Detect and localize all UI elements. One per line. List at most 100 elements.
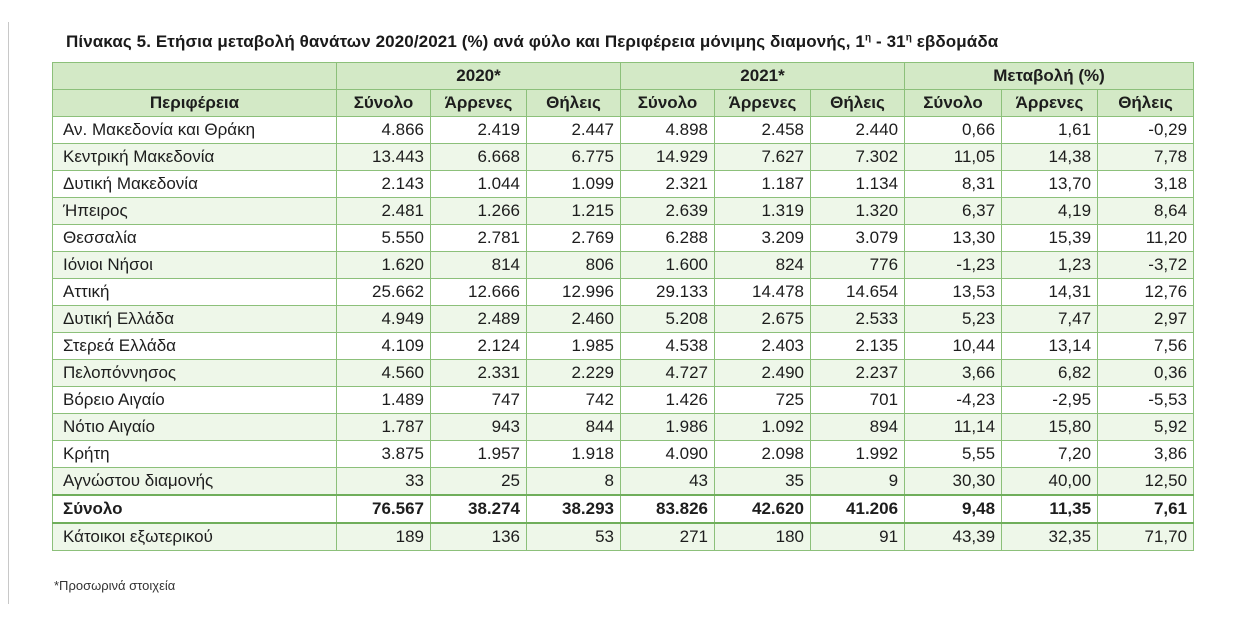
value-cell: 8,31 <box>904 170 1003 198</box>
value-cell: 11,20 <box>1097 224 1195 252</box>
table-caption: Πίνακας 5. Ετήσια μεταβολή θανάτων 2020/… <box>66 32 998 52</box>
value-cell: 1,23 <box>1001 251 1099 279</box>
value-cell: 2.447 <box>525 116 622 144</box>
table-row: Νότιο Αιγαίο 1.787 943 844 1.986 1.092 894 11,1… <box>52 413 1195 441</box>
value-cell: 2.419 <box>430 116 527 144</box>
value-cell: 76.567 <box>336 494 431 524</box>
value-cell: 1.215 <box>525 197 622 225</box>
value-cell: 15,39 <box>1001 224 1099 252</box>
value-cell: 1.266 <box>430 197 527 225</box>
value-cell: 0,66 <box>904 116 1003 144</box>
value-cell: 1.092 <box>714 413 812 441</box>
group-header-row: 2020* 2021* Μεταβολή (%) <box>52 62 1195 90</box>
value-cell: 33 <box>336 467 431 496</box>
value-cell: 15,80 <box>1001 413 1099 441</box>
value-cell: 14.929 <box>620 143 716 171</box>
value-cell: 2.098 <box>714 440 812 468</box>
value-cell: 1.957 <box>430 440 527 468</box>
value-cell: 14,31 <box>1001 278 1099 306</box>
column-header-2020-male: Άρρενες <box>430 89 527 117</box>
value-cell: 2.237 <box>810 359 906 387</box>
value-cell: 8,64 <box>1097 197 1195 225</box>
value-cell: 1.787 <box>336 413 431 441</box>
value-cell: 1.099 <box>525 170 622 198</box>
value-cell: 725 <box>714 386 812 414</box>
value-cell: 40,00 <box>1001 467 1099 496</box>
value-cell: 2.533 <box>810 305 906 333</box>
value-cell: 3,66 <box>904 359 1003 387</box>
region-cell: Δυτική Ελλάδα <box>52 305 337 333</box>
value-cell: 71,70 <box>1097 522 1195 551</box>
region-cell: Ήπειρος <box>52 197 337 225</box>
value-cell: 2.124 <box>430 332 527 360</box>
caption-text: Πίνακας 5. Ετήσια μεταβολή θανάτων 2020/… <box>66 32 865 51</box>
value-cell: 12,76 <box>1097 278 1195 306</box>
value-cell: 43 <box>620 467 716 496</box>
value-cell: 2.331 <box>430 359 527 387</box>
region-cell: Νότιο Αιγαίο <box>52 413 337 441</box>
value-cell: 2.143 <box>336 170 431 198</box>
caption-superscript-2: η <box>905 32 912 44</box>
value-cell: 4.949 <box>336 305 431 333</box>
value-cell: 11,35 <box>1001 494 1099 524</box>
total-row: Σύνολο 76.567 38.274 38.293 83.826 42.620 41.2… <box>52 494 1195 524</box>
column-header-2021-female: Θήλεις <box>810 89 906 117</box>
table-row: Κεντρική Μακεδονία 13.443 6.668 6.775 14.929… <box>52 143 1195 171</box>
group-header-change: Μεταβολή (%) <box>904 62 1195 90</box>
value-cell: 4.727 <box>620 359 716 387</box>
value-cell: 2.639 <box>620 197 716 225</box>
value-cell: 2.440 <box>810 116 906 144</box>
table-row: Θεσσαλία 5.550 2.781 2.769 6.288 3.209 3.079 13… <box>52 224 1195 252</box>
table-row: Δυτική Ελλάδα 4.949 2.489 2.460 5.208 2.675 2.… <box>52 305 1195 333</box>
column-header-change-female: Θήλεις <box>1097 89 1195 117</box>
value-cell: 32,35 <box>1001 522 1099 551</box>
value-cell: 9 <box>810 467 906 496</box>
value-cell: 1.918 <box>525 440 622 468</box>
value-cell: 2.403 <box>714 332 812 360</box>
value-cell: 1.600 <box>620 251 716 279</box>
header-blank-cell <box>52 62 337 90</box>
value-cell: -2,95 <box>1001 386 1099 414</box>
value-cell: 1,61 <box>1001 116 1099 144</box>
value-cell: 4.560 <box>336 359 431 387</box>
value-cell: 11,05 <box>904 143 1003 171</box>
value-cell: 6.775 <box>525 143 622 171</box>
value-cell: 12.996 <box>525 278 622 306</box>
value-cell: 136 <box>430 522 527 551</box>
region-cell: Αττική <box>52 278 337 306</box>
table-row: Πελοπόννησος 4.560 2.331 2.229 4.727 2.490 2.2… <box>52 359 1195 387</box>
value-cell: 11,14 <box>904 413 1003 441</box>
value-cell: 806 <box>525 251 622 279</box>
column-header-change-total: Σύνολο <box>904 89 1003 117</box>
abroad-row: Κάτοικοι εξωτερικού 189 136 53 271 180 91 43,39… <box>52 522 1195 551</box>
table-row: Αγνώστου διαμονής 33 25 8 43 35 9 30,30 40,00 12,… <box>52 467 1195 496</box>
page-edge-rule <box>8 22 9 604</box>
value-cell: 1.319 <box>714 197 812 225</box>
value-cell: 29.133 <box>620 278 716 306</box>
value-cell: 6.668 <box>430 143 527 171</box>
region-cell: Κρήτη <box>52 440 337 468</box>
value-cell: 4.090 <box>620 440 716 468</box>
value-cell: 2.490 <box>714 359 812 387</box>
value-cell: -1,23 <box>904 251 1003 279</box>
value-cell: 5.208 <box>620 305 716 333</box>
value-cell: 4.538 <box>620 332 716 360</box>
value-cell: 943 <box>430 413 527 441</box>
value-cell: 2.135 <box>810 332 906 360</box>
value-cell: 2.321 <box>620 170 716 198</box>
value-cell: 9,48 <box>904 494 1003 524</box>
table-row: Ήπειρος 2.481 1.266 1.215 2.639 1.319 1.320 6,3… <box>52 197 1195 225</box>
value-cell: 35 <box>714 467 812 496</box>
value-cell: 53 <box>525 522 622 551</box>
value-cell: 1.044 <box>430 170 527 198</box>
value-cell: 3.079 <box>810 224 906 252</box>
column-header-2020-total: Σύνολο <box>336 89 431 117</box>
value-cell: 844 <box>525 413 622 441</box>
value-cell: 4,19 <box>1001 197 1099 225</box>
value-cell: -3,72 <box>1097 251 1195 279</box>
value-cell: 4.866 <box>336 116 431 144</box>
value-cell: 7,47 <box>1001 305 1099 333</box>
value-cell: 1.489 <box>336 386 431 414</box>
value-cell: 894 <box>810 413 906 441</box>
value-cell: 4.109 <box>336 332 431 360</box>
